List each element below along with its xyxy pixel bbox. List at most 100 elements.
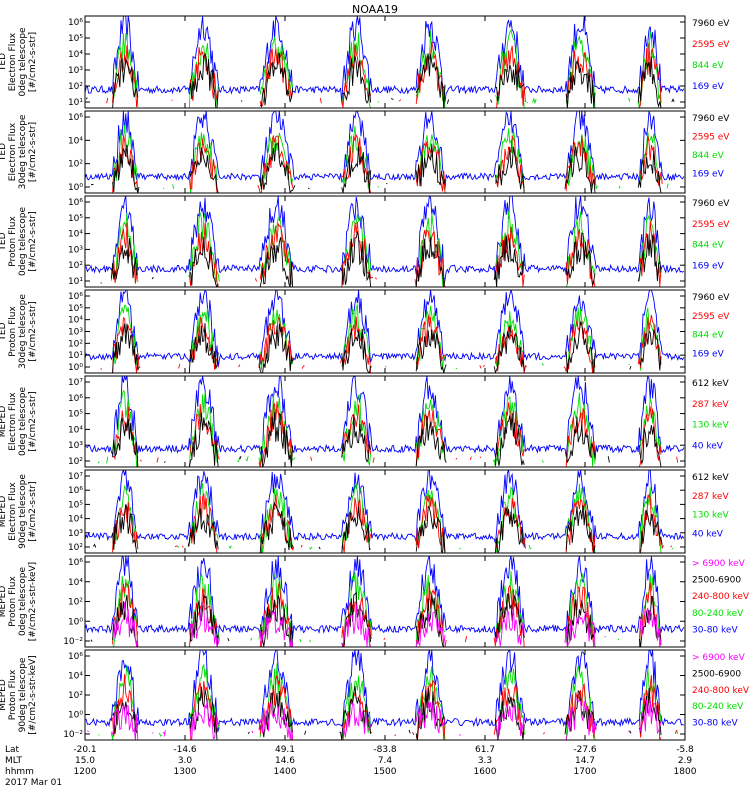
y-axis-label-line: MEPED: [0, 586, 8, 618]
y-tick-label: 10⁻²: [63, 637, 83, 647]
y-axis-label-line: 30deg telescope: [18, 114, 28, 189]
y-tick-label: 10⁶: [68, 558, 83, 568]
y-tick-label: 10²: [68, 261, 83, 271]
x-tick-label: -27.6: [573, 745, 597, 755]
legend-entry: 80-240 keV: [692, 702, 744, 712]
panel-3: 10¹ 10² 10³ 10⁴ 10⁵ 10⁶ TEDProton Flux0deg tel…: [0, 195, 730, 288]
series-blue: [85, 290, 685, 368]
y-axis-label: MEPEDProton Flux90deg telescope[#/cm2-s-…: [0, 655, 38, 734]
y-tick-label: 10⁰: [68, 711, 83, 721]
y-axis-label-line: 0deg telescope: [18, 207, 28, 277]
legend-entry: 7960 eV: [692, 19, 730, 29]
x-tick-label: 1400: [274, 767, 297, 777]
legend-entry: 2500-6900: [692, 576, 741, 586]
legend-entry: 844 eV: [692, 241, 725, 251]
legend-entry: 287 keV: [692, 492, 729, 502]
y-tick-label: 10²: [68, 82, 83, 92]
legend-entry: 169 eV: [692, 261, 725, 271]
y-tick-label: 10²: [68, 543, 83, 553]
panel-2: 10⁰ 10² 10⁴ 10⁶ TEDElectron Flux30deg telesc…: [0, 110, 730, 194]
y-tick-label: 10⁵: [68, 500, 83, 510]
y-axis-label: TEDElectron Flux0deg telescope[#/cm2-s-s…: [0, 27, 38, 97]
y-axis-label-line: [#/cm2-s-str]: [28, 301, 38, 361]
y-tick-label: 10⁻²: [63, 730, 83, 740]
legend-entry: 40 keV: [692, 529, 724, 539]
legend-entry: 130 keV: [692, 421, 729, 431]
legend-entry: 30-80 keV: [692, 625, 738, 635]
x-tick-label: 3.0: [178, 756, 193, 766]
x-tick-label: -83.8: [373, 745, 397, 755]
series-blue: [85, 16, 685, 104]
legend-entry: > 6900 keV: [692, 559, 746, 569]
y-axis-label-line: [#/cm2-s-str]: [28, 391, 38, 451]
legend-entry: 844 eV: [692, 331, 725, 341]
panel-5: 10² 10³ 10⁴ 10⁵ 10⁶ 10⁷ MEPEDElectron Flux0deg…: [0, 375, 729, 468]
y-tick-label: 10³: [68, 328, 83, 338]
x-tick-label: 1500: [374, 767, 397, 777]
y-tick-label: 10²: [68, 457, 83, 467]
series-blue: [85, 196, 685, 281]
y-axis-label-line: TED: [0, 322, 8, 341]
x-tick-label: -5.8: [676, 745, 694, 755]
y-tick-label: 10²: [68, 339, 83, 349]
y-axis-label: MEPEDElectron Flux0deg telescope[#/cm2-s…: [0, 387, 38, 457]
panel-1-traces: [85, 16, 685, 108]
legend-entry: 169 eV: [692, 82, 725, 92]
legend-entry: 30-80 keV: [692, 719, 738, 729]
legend-entry: 287 keV: [692, 400, 729, 410]
legend-entry: 240-800 keV: [692, 686, 750, 696]
y-tick-label: 10¹: [68, 98, 83, 108]
y-tick-label: 10⁶: [68, 113, 83, 123]
y-axis-label-line: [#/cm2-s-str-keV]: [28, 562, 38, 641]
panel-8: 10⁻² 10⁰ 10² 10⁴ 10⁶ MEPEDProton Flux90deg te…: [0, 649, 750, 741]
y-tick-label: 10⁶: [68, 394, 83, 404]
y-axis-label-line: Electron Flux: [8, 482, 18, 541]
series-blue: [85, 376, 685, 461]
x-tick-label: 1800: [674, 767, 697, 777]
y-axis-label-line: MEPED: [0, 496, 8, 528]
y-axis-label: TEDProton Flux30deg telescope[#/cm2-s-st…: [0, 294, 38, 369]
panel-6: 10² 10³ 10⁴ 10⁵ 10⁶ 10⁷ MEPEDElectron Flux90de…: [0, 469, 729, 554]
legend-entry: > 6900 keV: [692, 653, 746, 663]
y-axis-label-line: MEPED: [0, 679, 8, 711]
y-tick-label: 10⁴: [68, 672, 83, 682]
panel-3-traces: [85, 196, 684, 287]
legend-entry: 2595 eV: [692, 133, 730, 143]
legend-entry: 844 eV: [692, 151, 725, 161]
series-blue: [85, 111, 685, 189]
y-axis-label-line: 90deg telescope: [18, 657, 28, 732]
y-tick-label: 10²: [68, 691, 83, 701]
panel-1: 10¹ 10² 10³ 10⁴ 10⁵ 10⁶ TEDElectron Flux0deg t…: [0, 15, 730, 109]
panel-8-traces: [85, 650, 684, 740]
y-tick-label: 10⁶: [68, 198, 83, 208]
y-tick-label: 10⁰: [68, 617, 83, 627]
y-tick-label: 10⁰: [68, 363, 83, 373]
y-axis-label: TEDElectron Flux30deg telescope[#/cm2-s-…: [0, 114, 38, 189]
y-axis-label: MEPEDProton Flux0deg telescope[#/cm2-s-s…: [0, 562, 38, 641]
series-green: [112, 28, 662, 108]
x-tick-label: -14.6: [173, 745, 197, 755]
legend-entry: 612 keV: [692, 379, 729, 389]
series-red: [113, 494, 679, 553]
x-tick-label: -20.1: [73, 745, 96, 755]
x-tick-label: 49.1: [275, 745, 295, 755]
x-tick-label: 15.0: [75, 756, 95, 766]
legend-entry: 2595 eV: [692, 312, 730, 322]
legend-entry: 130 keV: [692, 511, 729, 521]
x-tick-label: 2.9: [678, 756, 693, 766]
y-tick-label: 10⁵: [68, 410, 83, 420]
y-tick-label: 10⁰: [68, 183, 83, 193]
panel-2-traces: [85, 111, 685, 193]
y-axis-label: MEPEDElectron Flux90deg telescope[#/cm2-…: [0, 474, 38, 549]
panel-4-traces: [85, 290, 684, 373]
series-blue: [85, 650, 684, 732]
date-label: 2017 Mar 01: [5, 778, 62, 788]
y-axis-label-line: Proton Flux: [8, 669, 18, 720]
x-tick-label: 1300: [174, 767, 197, 777]
x-tick-label: 14.7: [575, 756, 595, 766]
legend-entry: 80-240 keV: [692, 609, 744, 619]
y-axis-label-line: 30deg telescope: [18, 294, 28, 369]
y-axis-label: TEDProton Flux0deg telescope[#/cm2-s-str…: [0, 207, 38, 277]
